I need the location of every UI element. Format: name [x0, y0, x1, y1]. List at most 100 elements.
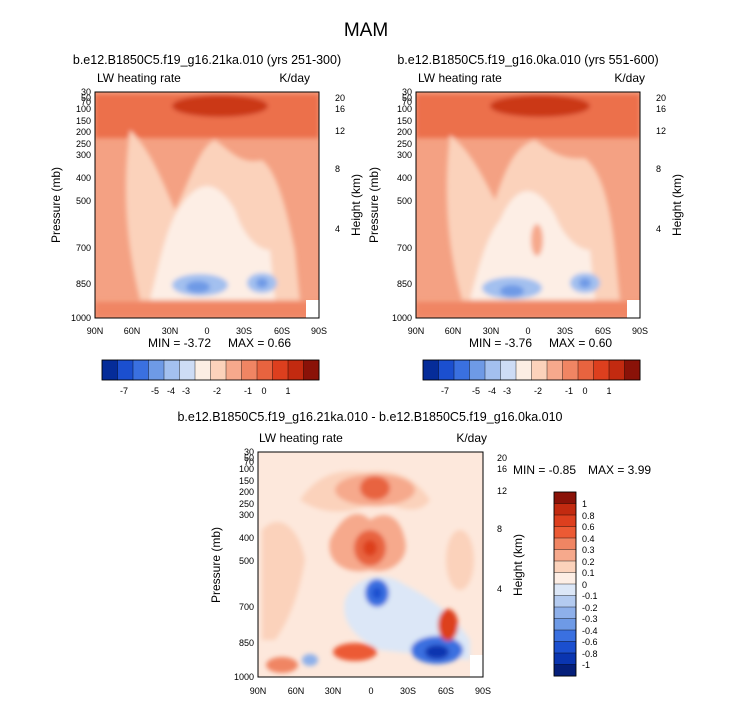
panel-1-title: b.e12.B1850C5.f19_g16.21ka.010 (yrs 251-… — [73, 53, 341, 67]
panel-3-ytick: 200 — [239, 487, 254, 497]
panel-3-xtick: 90S — [475, 686, 491, 696]
panel-2-xtick: 90S — [632, 326, 648, 336]
panel-2-ytick: 30 — [402, 87, 412, 97]
panel-3-ylabel: Pressure (mb) — [209, 527, 223, 603]
panel-3-xtick: 0 — [368, 686, 373, 696]
panel-1-max: MAX = 0.66 — [228, 336, 291, 350]
panel-2-colorbar-label: -1 — [565, 386, 573, 396]
panel-1-xtick: 60S — [274, 326, 290, 336]
panel-2-xticks: 90N 60N 30N 0 30S 60S 90S — [408, 326, 648, 336]
panel-3-colorbar-swatch — [553, 595, 577, 608]
panel-3-blue-low-inner — [425, 645, 449, 659]
panel-1-xtick: 90S — [311, 326, 327, 336]
panel-3-colorbar-swatch — [553, 560, 577, 574]
panel-3-red-low — [438, 609, 458, 641]
panel-3-title: b.e12.B1850C5.f19_g16.21ka.010 - b.e12.B… — [177, 410, 562, 424]
panel-1-y2tick: 12 — [335, 126, 345, 136]
panel-1-xtick: 90N — [87, 326, 104, 336]
panel-2-xtick: 90N — [408, 326, 425, 336]
panel-1-ytick: 250 — [76, 139, 91, 149]
panel-1-dark-core — [172, 95, 268, 117]
panel-2-yticks: 30 50 70 100 150 200 250 300 400 500 700… — [392, 87, 412, 323]
panel-3-ytick: 100 — [239, 464, 254, 474]
panel-3-min: MIN = -0.85 — [513, 463, 576, 477]
panel-1-ytick: 30 — [81, 87, 91, 97]
panel-3-colorbar-label: 0.4 — [582, 534, 595, 544]
panel-2-y2label: Height (km) — [670, 174, 684, 236]
panel-2-xtick: 30S — [557, 326, 573, 336]
panel-1-colorbar-label: -4 — [167, 386, 175, 396]
panel-1-ylabel: Pressure (mb) — [49, 167, 63, 243]
panel-3-frame — [257, 451, 484, 678]
panel-1-colorbar-swatch — [101, 359, 119, 381]
panel-3-ytick: 50 — [244, 453, 254, 463]
panel-2-blue-core — [500, 285, 524, 297]
panel-2-colorbar-frame — [422, 359, 641, 381]
panel-2-dark-core — [490, 95, 590, 117]
panel-1-xtick: 0 — [204, 326, 209, 336]
panel-1-ytick: 70 — [81, 97, 91, 107]
panel-2-colorbar-label: -2 — [534, 386, 542, 396]
panel-2: b.e12.B1850C5.f19_g16.0ka.010 (yrs 551-6… — [367, 53, 684, 396]
panel-1-xtick: 30S — [236, 326, 252, 336]
panel-1-ytick: 1000 — [71, 313, 91, 323]
panel-2-title: b.e12.B1850C5.f19_g16.0ka.010 (yrs 551-6… — [397, 53, 658, 67]
panel-3-ytick: 500 — [239, 556, 254, 566]
panel-2-ytick: 700 — [397, 243, 412, 253]
panel-2-y2tick: 12 — [656, 126, 666, 136]
panel-1: b.e12.B1850C5.f19_g16.21ka.010 (yrs 251-… — [49, 53, 363, 396]
panel-1-xtick: 60N — [124, 326, 141, 336]
panel-2-y2tick: 16 — [656, 104, 666, 114]
panel-1-ytick: 700 — [76, 243, 91, 253]
panel-2-colorbar-label: -4 — [488, 386, 496, 396]
panel-1-xticks: 90N 60N 30N 0 30S 60S 90S — [87, 326, 327, 336]
panel-1-right-label: K/day — [279, 71, 310, 85]
panel-1-colorbar-swatch — [210, 359, 227, 381]
panel-1-colorbar-label: -7 — [120, 386, 128, 396]
panel-3-mid-dark — [363, 540, 377, 556]
panel-2-colorbar-label: -7 — [441, 386, 449, 396]
panel-3-y2ticks: 20 16 12 8 4 — [497, 453, 507, 594]
panel-1-missing — [306, 300, 319, 318]
panel-3-colorbar-swatch — [553, 652, 577, 666]
panel-2-colorbar-swatch — [484, 359, 502, 381]
panel-3-max: MAX = 3.99 — [588, 463, 651, 477]
panel-3-warm-right — [446, 530, 474, 590]
panel-2-ytick: 200 — [397, 127, 412, 137]
panel-3-colorbar-swatch — [553, 549, 577, 562]
panel-3-left-warm — [262, 521, 305, 640]
panel-3-red-low-2 — [333, 643, 377, 661]
panel-2-xtick: 60N — [445, 326, 462, 336]
panel-1-y2tick: 4 — [335, 224, 340, 234]
panel-3-colorbar-label: 0.8 — [582, 511, 595, 521]
panel-3-colorbar-label: -1 — [582, 660, 590, 670]
panel-1-colorbar-swatch — [179, 359, 196, 381]
panel-1-colorbar-label: -5 — [151, 386, 159, 396]
panel-2-missing — [627, 300, 640, 318]
panel-2-y2tick: 20 — [656, 93, 666, 103]
panel-3-y2tick: 16 — [497, 464, 507, 474]
panel-3-colorbar-swatch — [553, 583, 577, 597]
panel-1-colorbar-swatch — [225, 359, 243, 381]
panel-2-colorbar-swatch — [624, 359, 641, 381]
panel-2-orange-spot — [531, 224, 543, 256]
panel-3-y2label: Height (km) — [511, 534, 525, 596]
panel-3-colorbar-swatch — [553, 572, 577, 585]
panel-2-colorbar-label: -5 — [472, 386, 480, 396]
panel-3-ytick: 150 — [239, 476, 254, 486]
panel-3-colorbar-label: -0.4 — [582, 626, 598, 636]
panel-1-colorbar-swatch — [132, 359, 150, 381]
panel-3-y2tick: 20 — [497, 453, 507, 463]
panel-2-y2ticks: 20 16 12 8 4 — [656, 93, 666, 234]
panel-3-blue-low-4 — [302, 654, 318, 666]
panel-3-colorbar-label: 0.6 — [582, 522, 595, 532]
panel-2-ytick: 50 — [402, 93, 412, 103]
panel-3-right-label: K/day — [456, 431, 487, 445]
panel-1-colorbar-label: -1 — [244, 386, 252, 396]
panel-2-ytick: 400 — [397, 173, 412, 183]
panel-3-colorbar-swatch — [553, 526, 577, 539]
panel-3-colorbar-swatch — [553, 514, 577, 528]
panel-1-colorbar-swatch — [241, 359, 258, 381]
panel-2-colorbar-swatch — [422, 359, 440, 381]
panel-2-colorbar-swatch — [546, 359, 564, 381]
